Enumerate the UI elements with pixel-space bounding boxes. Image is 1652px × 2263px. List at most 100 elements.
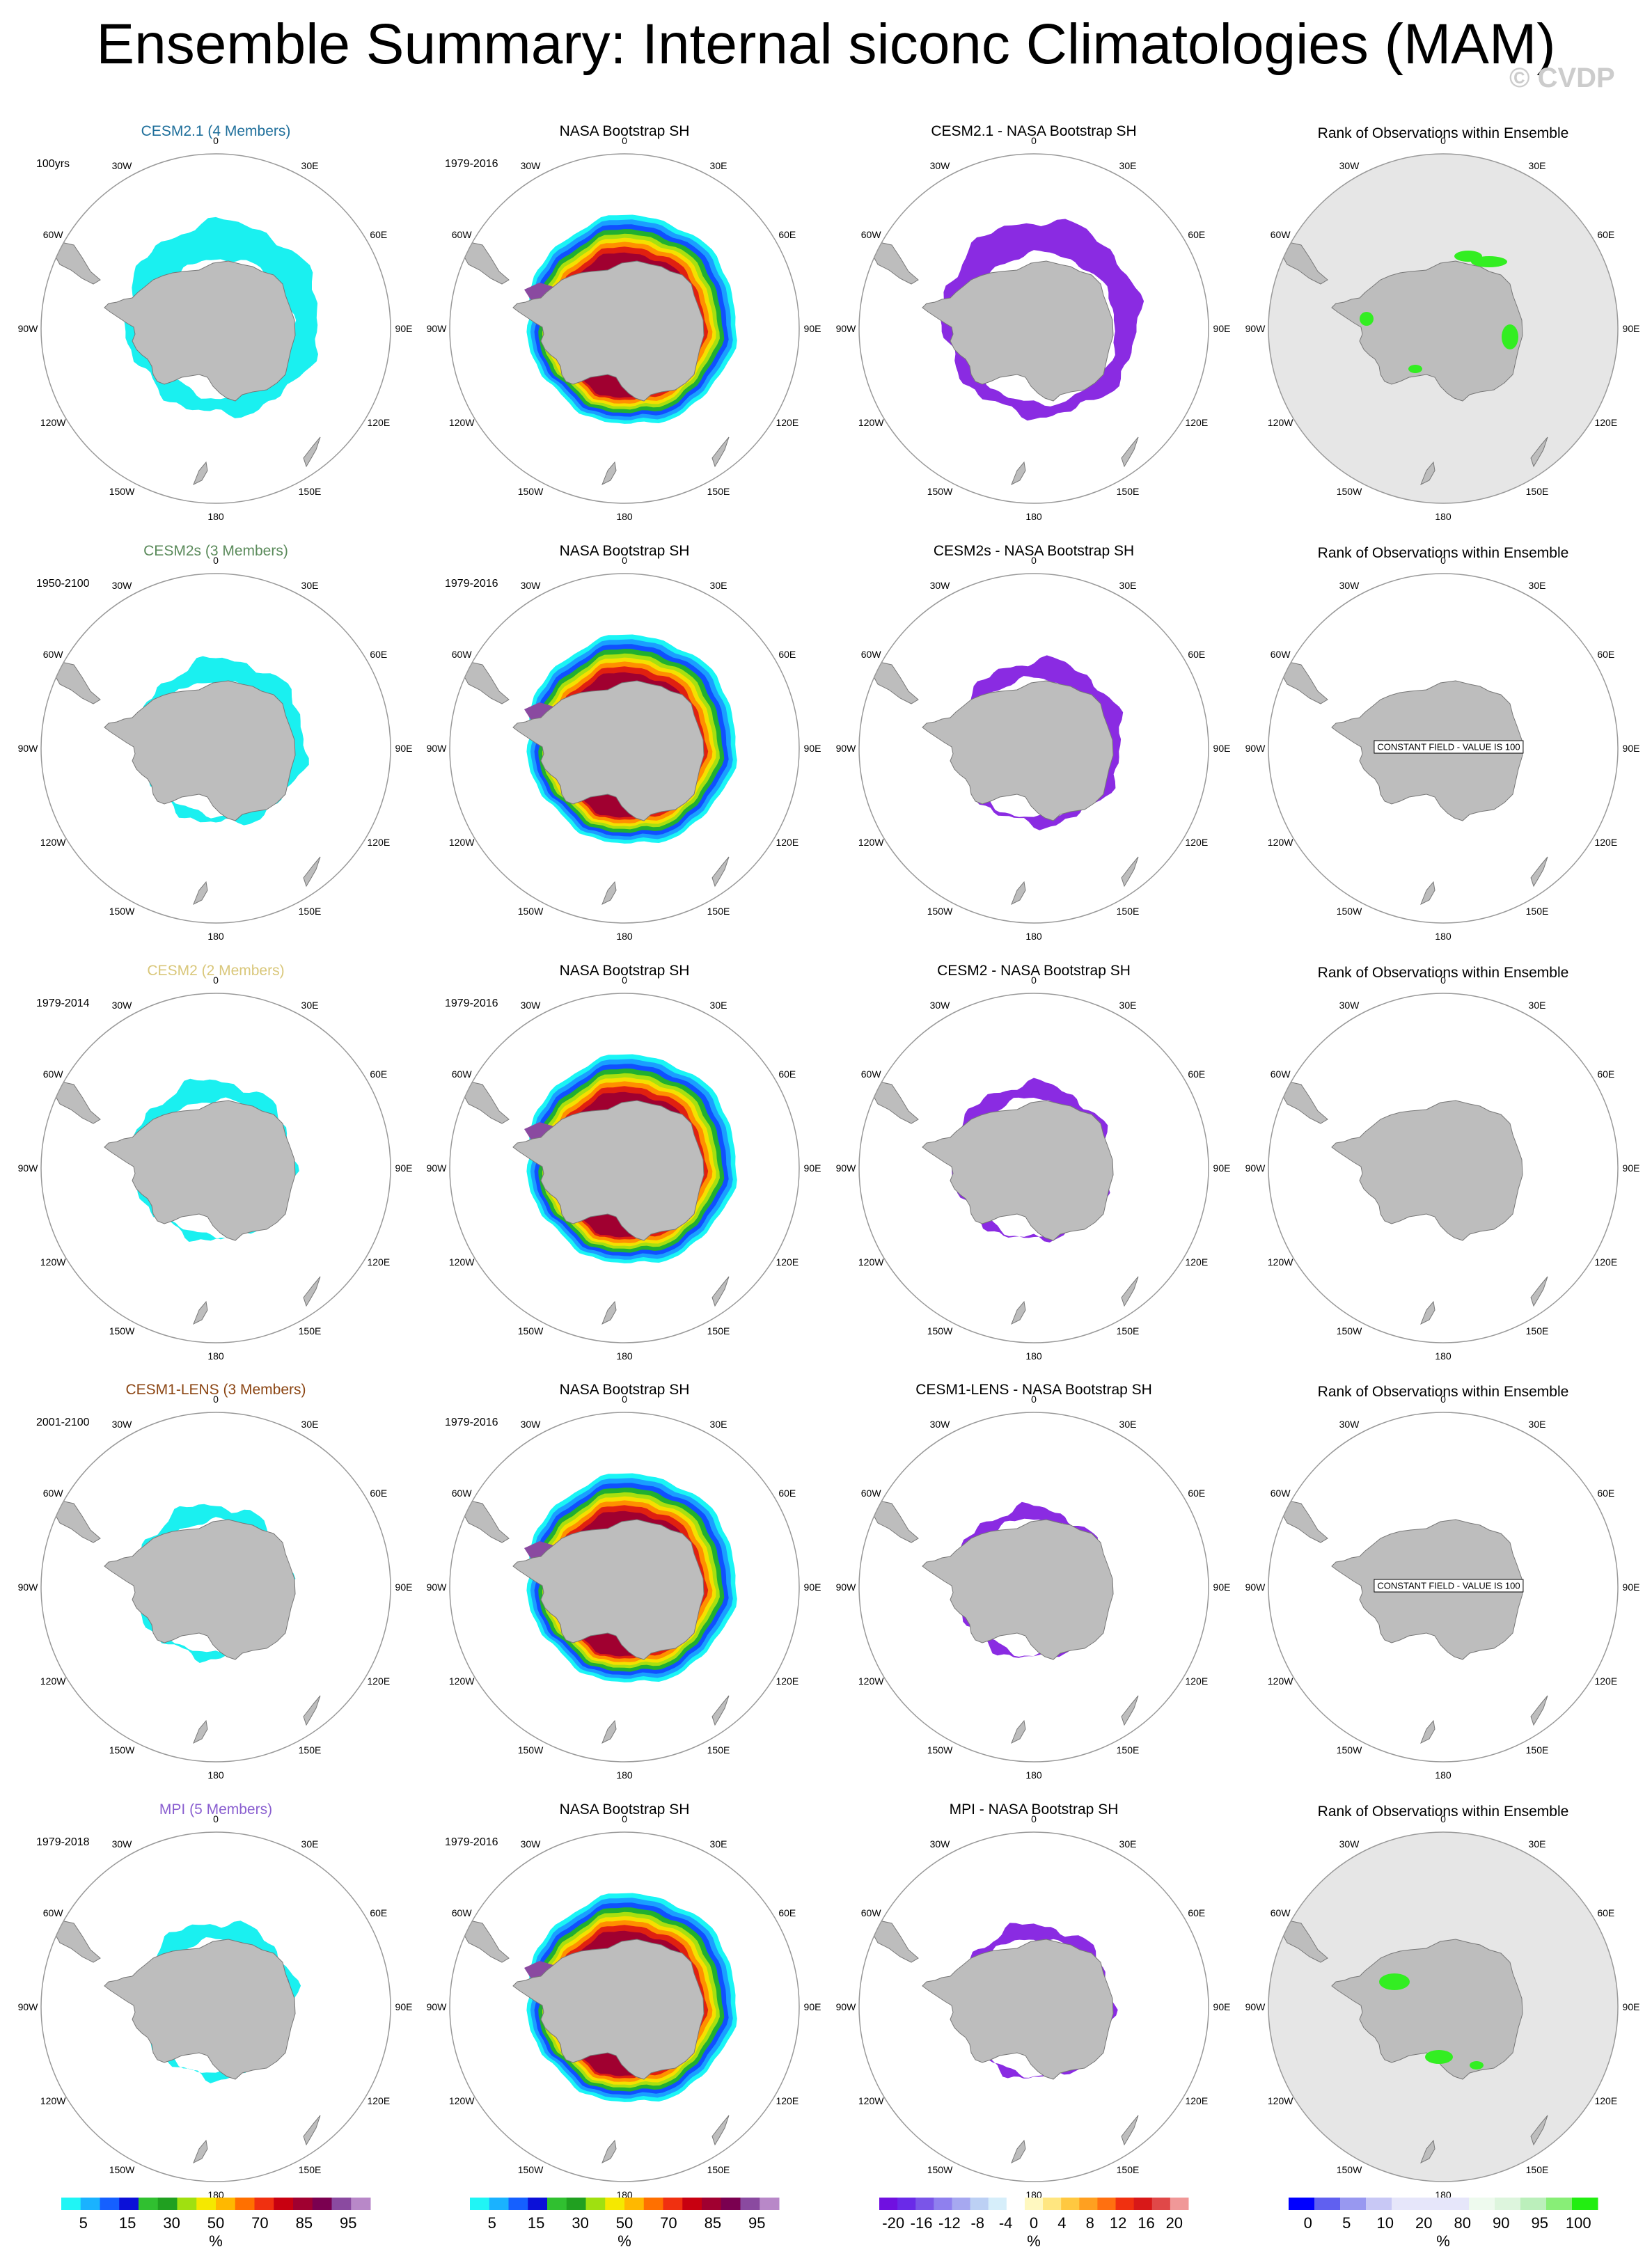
new-zealand-south <box>601 461 617 486</box>
colorbar-tick-label: 70 <box>660 2214 677 2232</box>
colorbar-swatch <box>1572 2198 1598 2210</box>
longitude-label: 120E <box>367 1256 391 1268</box>
polar-map <box>40 573 391 924</box>
longitude-label: 150E <box>707 1325 730 1336</box>
longitude-label: 150E <box>1525 905 1549 917</box>
difference-field <box>940 219 1144 421</box>
longitude-label: 90W <box>17 2001 38 2012</box>
longitude-label: 90E <box>395 1162 413 1174</box>
map-boundary <box>858 153 1209 504</box>
polar-map <box>858 1412 1209 1763</box>
south-america-tip <box>870 242 919 285</box>
longitude-label: 120W <box>1267 837 1293 848</box>
longitude-label: 120W <box>40 1675 66 1687</box>
longitude-label: 120W <box>858 1256 884 1268</box>
longitude-label: 180 <box>207 511 224 522</box>
longitude-label: 60W <box>451 1069 472 1080</box>
colorbar-swatch <box>351 2198 371 2210</box>
map-boundary <box>40 1412 391 1763</box>
map-boundary <box>40 153 391 504</box>
longitude-label: 90E <box>1213 323 1231 334</box>
colorbar-tick-label: 85 <box>705 2214 721 2232</box>
longitude-label: 90E <box>395 1582 413 1593</box>
panel-title: CESM2s (3 Members) <box>143 543 288 559</box>
longitude-label: 150E <box>1525 1744 1549 1756</box>
colorbar-tick-label: 85 <box>296 2214 313 2232</box>
longitude-label: 120W <box>448 1675 475 1687</box>
panel-title: CESM1-LENS (3 Members) <box>125 1382 306 1398</box>
new-zealand <box>1121 856 1139 888</box>
longitude-label: 30E <box>709 1419 727 1430</box>
colorbar-tick-label: 95 <box>1532 2214 1548 2232</box>
longitude-label: 120E <box>1594 1256 1618 1268</box>
longitude-label: 150E <box>298 2163 322 2175</box>
new-zealand <box>711 2115 730 2146</box>
polar-map <box>449 1831 800 2182</box>
longitude-label: 30W <box>929 1000 950 1011</box>
longitude-label: 0 <box>213 1394 219 1405</box>
colorbar-swatch <box>508 2198 528 2210</box>
colorbar-swatch <box>139 2198 159 2210</box>
south-america-tip <box>1280 242 1328 285</box>
map-boundary <box>449 573 800 924</box>
longitude-label: 120W <box>858 2095 884 2106</box>
antarctica-landmass <box>104 260 296 402</box>
longitude-label: 120E <box>367 417 391 428</box>
new-zealand-south <box>1011 881 1026 906</box>
colorbar-tick-label: 20 <box>1415 2214 1432 2232</box>
new-zealand-south <box>601 881 617 906</box>
period-label: 1979-2016 <box>445 158 498 170</box>
longitude-label: 150W <box>927 1744 953 1756</box>
colorbar-swatch <box>970 2198 989 2210</box>
longitude-label: 60E <box>1188 1069 1206 1080</box>
panel-title: CESM2 (2 Members) <box>147 963 285 979</box>
longitude-label: 60W <box>42 229 63 240</box>
longitude-label: 0 <box>213 135 219 146</box>
longitude-label: 0 <box>622 1813 627 1824</box>
longitude-label: 60W <box>860 229 881 240</box>
colorbar-tick-label: 70 <box>251 2214 268 2232</box>
colorbar-tick-label: 15 <box>119 2214 136 2232</box>
longitude-label: 30W <box>520 1000 541 1011</box>
longitude-label: 60W <box>451 1488 472 1499</box>
period-label: 1979-2016 <box>445 1836 498 1848</box>
rank-high-region <box>1425 2050 1453 2064</box>
longitude-label: 150E <box>1116 905 1140 917</box>
colorbar-swatch <box>566 2198 586 2210</box>
colorbar-swatch <box>119 2198 139 2210</box>
longitude-label: 180 <box>1435 1350 1452 1362</box>
polar-map <box>449 1412 800 1763</box>
colorbar-tick-label: 95 <box>340 2214 356 2232</box>
longitude-label: 150W <box>1336 1325 1362 1336</box>
longitude-label: 60E <box>778 649 796 660</box>
polar-map <box>858 573 1209 924</box>
colorbar-tick-label: 100 <box>1566 2214 1591 2232</box>
new-zealand <box>303 1695 321 1726</box>
longitude-label: 0 <box>1440 135 1446 146</box>
longitude-label: 0 <box>1440 975 1446 986</box>
longitude-label: 120W <box>858 1675 884 1687</box>
colorbar-swatch <box>721 2198 741 2210</box>
polar-map <box>1268 993 1619 1343</box>
longitude-label: 60W <box>1270 1069 1291 1080</box>
new-zealand-south <box>601 1719 617 1744</box>
colorbar-tick-label: -20 <box>882 2214 904 2232</box>
antarctica-landmass <box>922 680 1114 821</box>
longitude-label: 150W <box>109 1744 135 1756</box>
colorbar-swatch <box>1079 2198 1098 2210</box>
longitude-label: 120E <box>1185 1675 1209 1687</box>
longitude-label: 30W <box>929 1838 950 1850</box>
longitude-label: 120E <box>1185 2095 1209 2106</box>
longitude-label: 60W <box>42 1069 63 1080</box>
longitude-label: 150W <box>927 905 953 917</box>
longitude-label: 30E <box>709 1838 727 1850</box>
colorbar-tick-label: 20 <box>1166 2214 1183 2232</box>
panel-title: CESM2.1 (4 Members) <box>141 123 291 139</box>
colorbar-swatch <box>1170 2198 1189 2210</box>
longitude-label: 90W <box>1245 1582 1266 1593</box>
antarctica-landmass <box>512 680 705 821</box>
longitude-label: 150W <box>109 2163 135 2175</box>
colorbar-swatch <box>663 2198 683 2210</box>
polar-map <box>449 573 800 924</box>
longitude-label: 180 <box>616 511 633 522</box>
